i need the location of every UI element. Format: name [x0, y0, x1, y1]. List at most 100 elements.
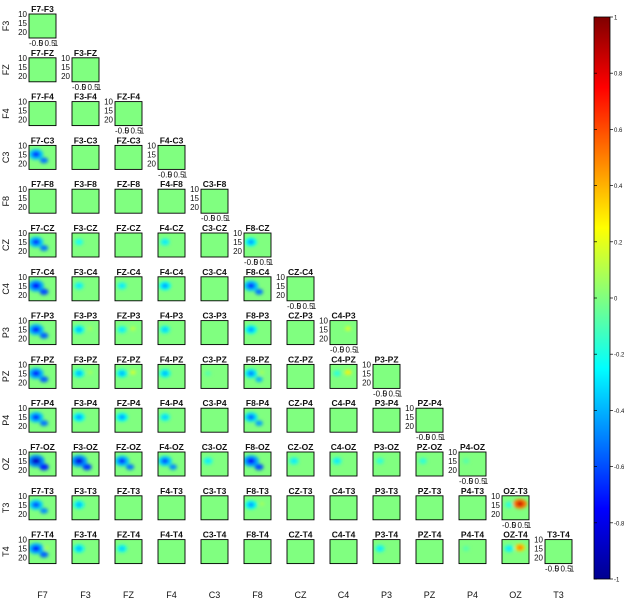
panel-y-tick: 15 [18, 501, 27, 510]
panel-frame [114, 495, 143, 521]
panel-title: F7-T4 [31, 530, 54, 540]
panel-activity [418, 457, 428, 465]
panel-x-tick: -0.5 [244, 258, 258, 267]
panel-y-tick: 10 [362, 360, 371, 369]
panel-F3-CZ: F3-CZ [71, 223, 100, 258]
panel-frame [71, 57, 100, 83]
negative-blob-secondary [255, 376, 263, 382]
negative-blob-core [161, 458, 169, 464]
panel-y-tick: 15 [147, 150, 156, 159]
panel-FZ-C4: FZ-C4 [114, 267, 143, 302]
panel-x-tick: -0.5 [115, 127, 129, 136]
panel-title: CZ-OZ [288, 442, 314, 452]
panel-frame [71, 101, 100, 127]
column-label-P4: P4 [467, 590, 478, 600]
panel-frame [71, 232, 100, 258]
negative-blob-core [247, 370, 255, 376]
panel-F8-T4: F8-T4 [243, 530, 272, 565]
panel-title: C4-P4 [331, 398, 355, 408]
panel-title: C3-P3 [202, 311, 226, 321]
panel-activity [74, 281, 84, 290]
panel-title: C3-T3 [203, 486, 227, 496]
panel-CZ-T4: CZ-T4 [286, 530, 315, 565]
panel-title: C3-F8 [203, 179, 227, 189]
panel-x-tick: -0.5 [502, 521, 516, 530]
panel-y-tick: 20 [18, 378, 27, 387]
panel-activity [375, 457, 385, 465]
panel-FZ-T3: FZ-T3 [114, 486, 143, 521]
negative-blob-core [334, 458, 340, 464]
negative-blob-core [119, 546, 125, 551]
colorbar-tick-label: -0.2 [614, 353, 624, 359]
panel-title: CZ-P3 [288, 311, 313, 321]
panel-activity [375, 544, 385, 553]
panel-background [115, 233, 142, 257]
panel-title: F4-PZ [160, 354, 184, 364]
panel-title: F7-PZ [31, 354, 55, 364]
negative-blob-core [75, 546, 83, 551]
panel-activity [462, 458, 470, 464]
panel-activity [117, 281, 127, 290]
negative-blob-core [247, 502, 255, 508]
panel-title: F4-P4 [160, 398, 183, 408]
panel-x-tick: 1 [484, 477, 489, 486]
panel-frame [329, 407, 358, 433]
panel-background [373, 452, 400, 476]
panel-activity [115, 455, 135, 470]
panel-title: F7-P3 [31, 311, 54, 321]
panel-activity [73, 500, 85, 510]
panel-y-tick: 10 [61, 54, 70, 63]
panel-PZ-T4: PZ-T4 [415, 530, 444, 565]
negative-blob-core [464, 459, 468, 463]
panel-x-tick: 1 [527, 521, 532, 530]
panel-y-tick: 10 [147, 141, 156, 150]
positive-blob-core [88, 327, 92, 330]
negative-blob-secondary [39, 420, 49, 427]
colorbar-tick-label: -0.4 [614, 409, 624, 415]
negative-blob-secondary [39, 551, 49, 558]
negative-blob-core [32, 501, 40, 508]
panel-title: F8-OZ [245, 442, 270, 452]
column-label-F7: F7 [37, 590, 48, 600]
panel-y-tick: 10 [18, 141, 27, 150]
panel-background [459, 539, 486, 564]
panel-x-tick: 1 [312, 302, 317, 311]
panel-CZ-P3: CZ-P3 [286, 311, 315, 346]
negative-blob-core [506, 546, 512, 551]
panel-title: F3-C4 [74, 267, 98, 277]
panel-F4-P4: F4-P4 [157, 398, 186, 433]
panel-y-tick: 15 [18, 150, 27, 159]
panel-frame [329, 495, 358, 521]
panel-frame [114, 539, 143, 565]
panel-y-tick: 20 [233, 247, 242, 256]
negative-blob-core [162, 327, 168, 332]
panel-title: P3-T3 [375, 486, 398, 496]
panel-F8-OZ: F8-OZ [243, 442, 272, 477]
panel-background [115, 495, 142, 520]
panel-x-tick: 0 [168, 170, 173, 179]
panel-background [502, 495, 529, 520]
panel-frame [200, 495, 229, 521]
panel-activity [29, 411, 49, 427]
panel-title: C3-CZ [202, 223, 227, 233]
panel-frame [157, 188, 186, 214]
panel-frame [28, 495, 57, 521]
panel-y-tick: 20 [448, 466, 457, 475]
column-label-C3: C3 [209, 590, 221, 600]
panel-FZ-C3: FZ-C3 [114, 135, 143, 170]
panel-frame [372, 363, 401, 389]
panel-FZ-T4: FZ-T4 [114, 530, 143, 565]
panel-frame [71, 407, 100, 433]
panel-activity [29, 454, 49, 471]
panel-y-tick: 15 [448, 457, 457, 466]
panel-activity [29, 149, 49, 164]
negative-blob-core [31, 414, 41, 421]
panel-y-tick: 15 [18, 326, 27, 335]
panel-x-tick: 0.5 [173, 170, 185, 179]
negative-blob-core [291, 458, 297, 464]
